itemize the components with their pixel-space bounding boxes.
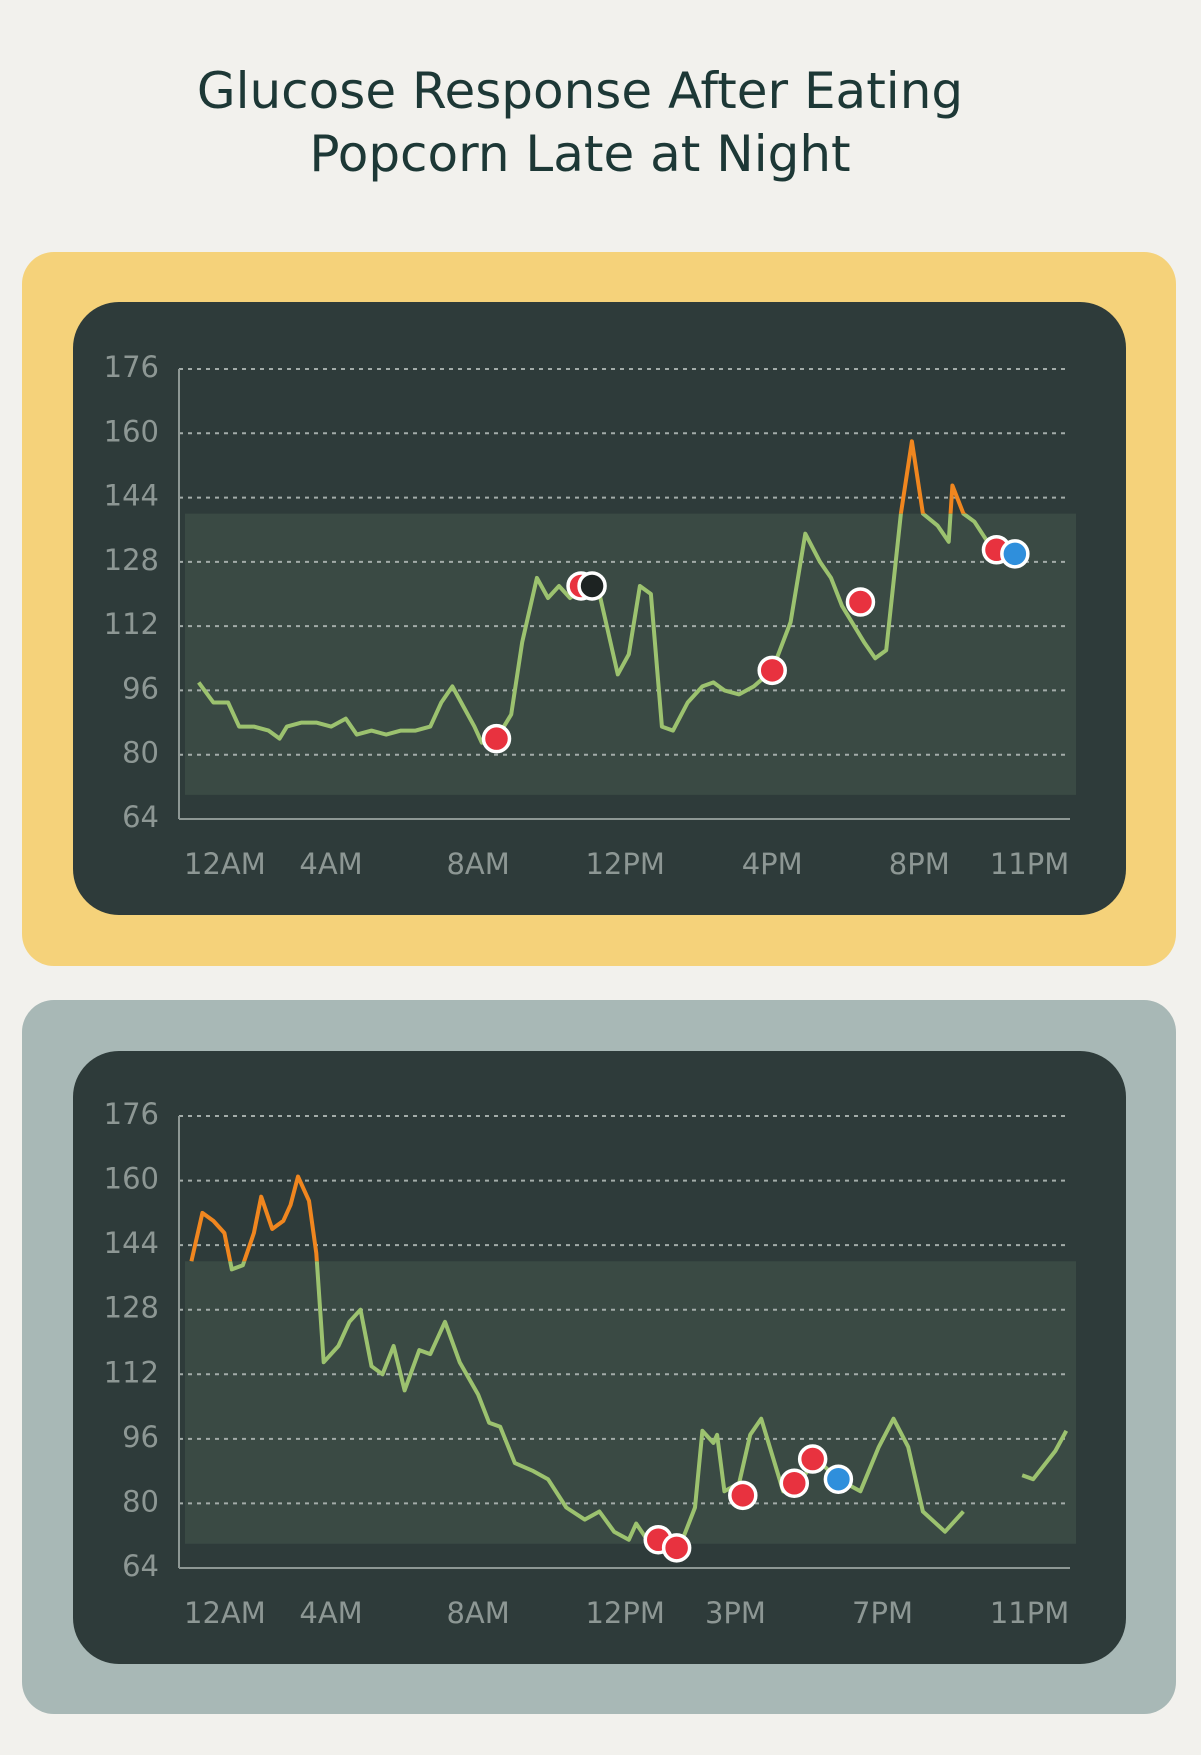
y-tick-label: 64 [122,800,159,834]
x-tick-label: 4PM [742,847,803,881]
event-marker [661,1533,692,1563]
x-tick-label: 3PM [705,1596,766,1630]
x-tick-label: 11PM [990,847,1069,881]
y-tick-label: 128 [104,1291,159,1325]
x-tick-label: 12PM [585,1596,664,1630]
event-marker [728,1480,758,1511]
y-tick-label: 80 [122,1484,159,1518]
x-tick-label: 8AM [446,847,509,881]
event-marker [757,655,787,686]
event-marker [577,571,607,601]
y-tick-label: 80 [122,736,159,770]
y-tick-label: 128 [104,543,159,577]
y-tick-label: 96 [122,671,159,705]
event-marker [845,587,876,617]
event-marker [823,1464,854,1494]
x-tick-label: 12AM [184,1596,266,1630]
x-tick-label: 4AM [299,847,362,881]
y-tick-label: 160 [104,1162,159,1196]
glucose-line [1021,1429,1069,1482]
y-tick-label: 96 [122,1420,159,1454]
y-tick-label: 176 [104,350,159,384]
x-tick-label: 12PM [585,847,664,881]
x-tick-label: 4AM [299,1596,362,1630]
y-tick-label: 144 [104,479,159,513]
x-tick-label: 8PM [889,847,950,881]
title-line: Popcorn Late at Night [309,125,850,183]
event-marker [797,1444,828,1474]
x-tick-label: 8AM [446,1596,509,1630]
event-marker [481,723,512,754]
event-marker [1000,539,1030,569]
y-tick-label: 144 [104,1226,159,1260]
y-tick-label: 176 [104,1097,159,1131]
x-tick-label: 11PM [990,1596,1069,1630]
x-tick-label: 7PM [852,1596,913,1630]
title-line: Glucose Response After Eating [197,62,963,120]
y-tick-label: 112 [104,1355,159,1389]
y-tick-label: 64 [122,1549,159,1583]
event-marker [779,1468,810,1498]
target-range-band [185,1261,1076,1544]
glucose-line-high [189,1174,319,1262]
y-tick-label: 160 [104,414,159,448]
x-tick-label: 12AM [184,847,266,881]
y-tick-label: 112 [104,607,159,641]
